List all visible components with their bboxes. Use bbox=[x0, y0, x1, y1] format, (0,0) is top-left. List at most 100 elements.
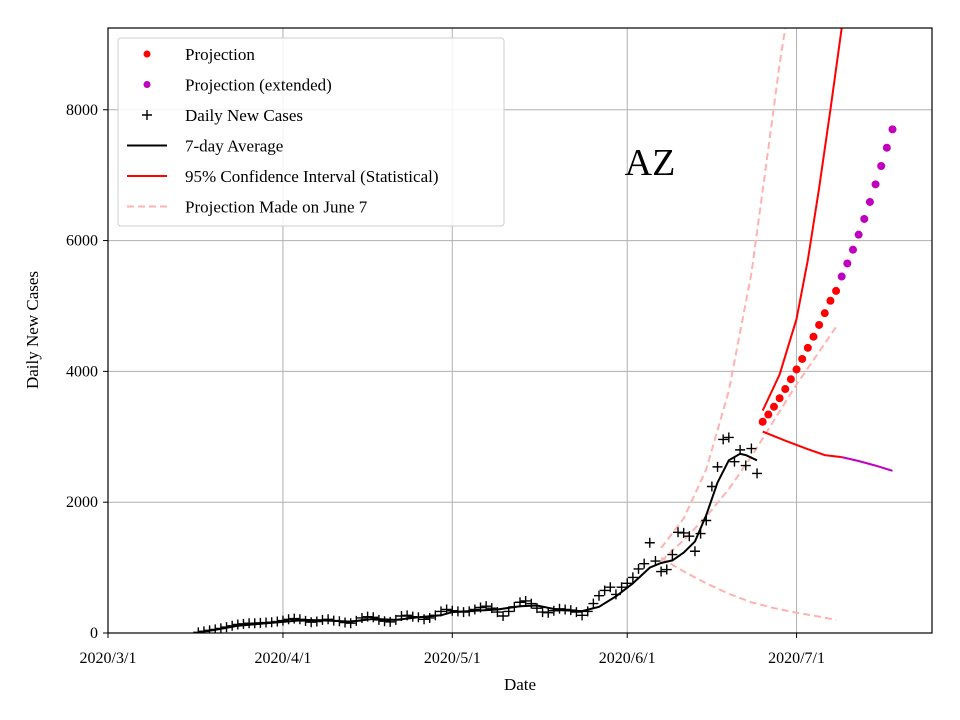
daily-case-marker bbox=[644, 537, 655, 548]
daily-case-marker bbox=[565, 605, 576, 616]
daily-case-marker bbox=[627, 572, 638, 583]
daily-case-marker bbox=[633, 563, 644, 574]
projection-point bbox=[809, 332, 818, 341]
daily-case-marker bbox=[221, 622, 232, 633]
y-tick-label: 8000 bbox=[66, 102, 98, 119]
plot-frame bbox=[107, 27, 933, 634]
daily-case-marker bbox=[385, 616, 396, 627]
legend-swatch-dot bbox=[143, 50, 151, 58]
daily-case-marker bbox=[701, 515, 712, 526]
daily-case-marker bbox=[520, 595, 531, 606]
x-tick-label: 2020/3/1 bbox=[80, 650, 137, 667]
daily-case-marker bbox=[610, 589, 621, 600]
projection-extended-point bbox=[871, 180, 880, 189]
projection-point bbox=[832, 286, 841, 295]
daily-case-marker bbox=[509, 601, 520, 612]
plot-area bbox=[193, 28, 897, 633]
daily-case-marker bbox=[735, 444, 746, 455]
projection-extended-point bbox=[865, 197, 874, 206]
daily-case-marker bbox=[300, 615, 311, 626]
y-tick-label: 6000 bbox=[66, 233, 98, 250]
daily-case-marker bbox=[684, 531, 695, 542]
daily-case-marker bbox=[543, 607, 554, 618]
daily-case-marker bbox=[469, 604, 480, 615]
daily-case-marker bbox=[311, 616, 322, 627]
projection-point bbox=[798, 354, 807, 363]
daily-case-marker bbox=[639, 558, 650, 569]
projection-point bbox=[781, 385, 790, 394]
daily-case-marker bbox=[712, 461, 723, 472]
daily-case-marker bbox=[441, 604, 452, 615]
daily-case-marker bbox=[227, 620, 238, 631]
95-confidence-interval-statistical-line-1 bbox=[762, 430, 842, 459]
projection-made-on-june-7-line-0 bbox=[660, 28, 787, 549]
daily-case-marker bbox=[294, 614, 305, 625]
projection-extended-point bbox=[837, 272, 846, 281]
daily-case-marker bbox=[571, 607, 582, 618]
x-tick-label: 2020/7/1 bbox=[768, 650, 825, 667]
daily-case-marker bbox=[419, 614, 430, 625]
daily-case-marker bbox=[215, 623, 226, 633]
projection-extended-point bbox=[854, 230, 863, 239]
daily-case-marker bbox=[413, 612, 424, 623]
daily-case-marker bbox=[464, 606, 475, 617]
projection-point bbox=[803, 343, 812, 352]
legend-label: Projection (extended) bbox=[185, 76, 332, 95]
projection-point bbox=[820, 309, 829, 318]
daily-case-marker bbox=[390, 614, 401, 625]
daily-case-marker bbox=[334, 616, 345, 627]
ci-extended-line-0 bbox=[841, 456, 893, 472]
projection-extended-point bbox=[877, 162, 886, 171]
daily-case-marker bbox=[503, 606, 514, 617]
daily-case-marker bbox=[368, 612, 379, 623]
projection-made-on-june-7-line-1 bbox=[660, 326, 837, 562]
daily-case-marker bbox=[706, 481, 717, 492]
daily-case-marker bbox=[689, 546, 700, 557]
daily-case-marker bbox=[577, 610, 588, 621]
daily-case-marker bbox=[752, 468, 763, 479]
annotation-label: AZ bbox=[625, 142, 676, 184]
projection-point bbox=[769, 402, 778, 411]
daily-case-marker bbox=[351, 615, 362, 626]
y-tick-label: 0 bbox=[90, 625, 98, 642]
daily-case-marker bbox=[272, 616, 283, 627]
projection-made-on-june-7-line-2 bbox=[660, 556, 837, 621]
daily-case-marker bbox=[475, 602, 486, 613]
daily-case-marker bbox=[746, 443, 757, 454]
daily-case-marker bbox=[723, 432, 734, 443]
projection-point bbox=[764, 410, 773, 419]
projection-point bbox=[758, 417, 767, 426]
x-axis-label: Date bbox=[504, 675, 536, 694]
daily-case-marker bbox=[402, 610, 413, 621]
95-confidence-interval-statistical-line-0 bbox=[761, 28, 843, 412]
daily-case-marker bbox=[656, 566, 667, 577]
projection-point bbox=[775, 394, 784, 403]
daily-case-marker bbox=[678, 527, 689, 538]
legend-swatch-plus bbox=[142, 110, 152, 120]
legend-label: Projection Made on June 7 bbox=[185, 198, 368, 217]
daily-case-marker bbox=[729, 456, 740, 467]
projection-extended-point bbox=[888, 125, 897, 134]
projection-extended-point bbox=[843, 259, 852, 268]
legend-swatch-dot bbox=[143, 81, 151, 88]
daily-case-marker bbox=[740, 460, 751, 471]
daily-case-marker bbox=[650, 556, 661, 567]
daily-case-marker bbox=[531, 603, 542, 614]
projection-point bbox=[786, 375, 795, 384]
legend: Projection Projection (extended) Daily New… bbox=[117, 37, 505, 227]
projection-point bbox=[792, 365, 801, 374]
daily-case-marker bbox=[430, 610, 441, 621]
daily-case-marker bbox=[515, 597, 525, 608]
daily-case-marker bbox=[594, 590, 605, 601]
y-axis-label: Daily New Cases bbox=[23, 271, 42, 389]
legend-label: Daily New Cases bbox=[185, 106, 303, 125]
y-tick-label: 4000 bbox=[66, 363, 98, 380]
daily-case-marker bbox=[548, 605, 559, 616]
daily-case-marker bbox=[582, 606, 593, 617]
axes: 2020/3/1 2020/4/1 2020/5/1 2020/6/1 2020/7/1… bbox=[66, 102, 825, 667]
daily-case-marker bbox=[661, 564, 672, 575]
daily-case-marker bbox=[424, 612, 435, 623]
daily-case-marker bbox=[667, 549, 678, 560]
daily-case-marker bbox=[718, 434, 729, 445]
daily-case-marker bbox=[492, 607, 503, 618]
